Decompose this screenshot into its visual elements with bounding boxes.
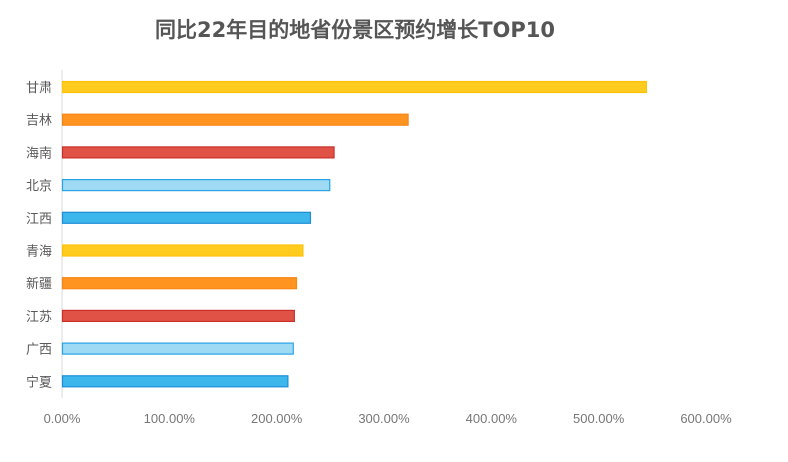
bar	[61, 146, 335, 159]
bar	[61, 244, 304, 257]
x-tick-label: 200.00%	[251, 411, 303, 426]
category-label: 吉林	[26, 114, 52, 129]
x-tick-label: 600.00%	[680, 411, 732, 426]
bar	[61, 309, 295, 322]
category-label: 宁夏	[26, 374, 52, 390]
category-label: 北京	[26, 179, 52, 194]
bar	[61, 277, 298, 290]
category-label: 青海	[26, 245, 52, 260]
category-label: 海南	[26, 145, 52, 161]
bar	[61, 211, 312, 224]
chart-title: 同比22年目的地省份景区预约增长TOP10	[154, 18, 555, 42]
category-label: 广西	[26, 343, 52, 358]
category-label: 江西	[26, 212, 52, 227]
x-tick-label: 300.00%	[358, 411, 410, 426]
bar	[61, 80, 647, 94]
x-tick-label: 100.00%	[144, 411, 196, 426]
category-label: 新疆	[26, 276, 52, 292]
bar	[61, 113, 409, 126]
category-label: 江苏	[26, 309, 52, 325]
category-label: 甘肃	[26, 81, 52, 96]
bar	[61, 342, 294, 355]
x-tick-label: 500.00%	[573, 411, 625, 426]
x-tick-label: 0.00%	[44, 411, 81, 426]
bar	[61, 375, 289, 388]
bar	[61, 179, 331, 192]
x-tick-label: 400.00%	[466, 411, 518, 426]
